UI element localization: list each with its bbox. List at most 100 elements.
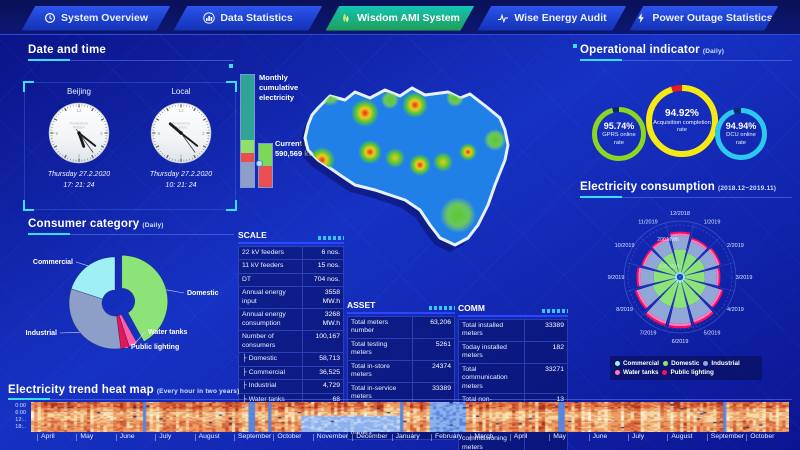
heatmap-month-label: January: [391, 433, 420, 441]
row-label: Today installed meters: [462, 343, 507, 360]
row-value: 3558 MW.h: [301, 287, 343, 309]
consumption-rose-chart: 12/2018 1/2019 2/2019 3/2019 4/2019 5/2019 6/2…: [608, 211, 753, 345]
title-text: Operational indicator: [580, 44, 700, 56]
bar-segment: [241, 153, 254, 163]
svg-text:3: 3: [100, 131, 103, 137]
row-label: Total installed meters: [462, 322, 504, 338]
svg-text:2/2019: 2/2019: [727, 243, 744, 249]
scrollbar-hint: [318, 236, 344, 240]
row-value: 33271: [524, 363, 567, 394]
heatmap-ylabel: 6:00: [15, 410, 26, 416]
svg-text:200 MWh: 200 MWh: [657, 237, 679, 243]
current-load-bar: [258, 143, 273, 188]
row-label: Total in-service meters: [351, 384, 397, 401]
row-label: ├ Commercial: [242, 368, 285, 376]
title-text: Electricity consumption: [580, 181, 715, 193]
svg-text:Powered by: Powered by: [172, 122, 190, 126]
table-row: Total installed meters 33389: [458, 319, 568, 342]
table-row: Today installed meters 182: [458, 341, 568, 364]
svg-text:12: 12: [76, 108, 82, 114]
heatmap-month-label: June: [588, 433, 607, 441]
datetime-panel-title: Date and time: [28, 44, 107, 56]
legend-item: Domestic: [663, 360, 699, 367]
svg-text:7/2019: 7/2019: [640, 330, 657, 336]
clock-datetime-text: Thursday 27.2.2020 10: 21: 24: [131, 170, 231, 191]
bar-segment: [241, 162, 254, 187]
scrollbar-hint: [429, 306, 455, 310]
row-value: 704 nos.: [301, 273, 343, 287]
row-label: Number of consumers: [242, 333, 276, 349]
svg-text:9/2019: 9/2019: [608, 275, 625, 281]
row-label: Annual energy input: [242, 289, 286, 305]
comm-table-header: COMM: [458, 303, 568, 317]
row-value: 24374: [412, 360, 454, 382]
row-label: Total testing meters: [351, 340, 388, 357]
table-row: ├ Commercial 36,525: [238, 366, 344, 381]
svg-text:11/2019: 11/2019: [638, 220, 657, 226]
tab-label: Power Outage Statistics: [652, 12, 773, 24]
clock-beijing: Beijing 12 3 6 9 Powered by Wisdom Thurs…: [29, 83, 129, 191]
table-row: Annual energy input 3558 MW.h: [238, 287, 344, 310]
table-row: Total in-store meters 24374: [347, 360, 455, 383]
clock-datetime-text: Thursday 27.2.2020 17: 21: 24: [29, 170, 129, 191]
lightning-icon: [635, 12, 647, 24]
tab-wisdom-ami-system[interactable]: Wisdom AMI System: [326, 6, 475, 31]
consumption-legend: Commercial Domestic Industrial Water tanks P…: [610, 356, 762, 380]
row-value: 15 nos.: [301, 260, 343, 273]
heatmap-month-label: November: [312, 433, 348, 441]
legend-dot: [615, 361, 620, 366]
gauge-label: GPRS online rate: [602, 132, 636, 146]
tab-system-overview[interactable]: System Overview: [22, 6, 171, 31]
table-row: Total communication meters 33271: [458, 363, 568, 395]
row-value: 58,713: [301, 353, 343, 366]
top-nav: System Overview Data Statistics Wisdom A…: [0, 0, 800, 35]
title-text: Electricity trend heat map: [8, 384, 154, 396]
legend-label: Public lighting: [670, 369, 714, 376]
bar-segment: [241, 75, 254, 140]
svg-text:Public lighting: Public lighting: [131, 344, 179, 351]
table-row: Total meters number 63,206: [347, 316, 455, 339]
table-title: ASSET: [347, 300, 376, 310]
heatmap-month-label: August: [194, 433, 220, 441]
table-row: Total testing meters 5261: [347, 338, 455, 361]
legend-dot: [662, 370, 668, 375]
legend-item: Commercial: [615, 360, 659, 367]
gauge-label: DCU online rate: [726, 132, 756, 146]
svg-text:8/2019: 8/2019: [616, 307, 633, 313]
row-label: ├ Industrial: [242, 382, 277, 390]
corner-accent: [229, 64, 233, 68]
svg-text:Industrial: Industrial: [25, 330, 57, 337]
tab-power-outage-statistics[interactable]: Power Outage Statistics: [630, 6, 779, 31]
datetime-frame: Beijing 12 3 6 9 Powered by Wisdom Thurs…: [23, 81, 237, 211]
tab-wise-energy-audit[interactable]: Wise Energy Audit: [478, 6, 627, 31]
svg-text:5/2019: 5/2019: [704, 330, 721, 336]
row-value: 4,729: [301, 380, 343, 393]
row-label: Total communication meters: [462, 365, 508, 390]
consumer-title-underline: [28, 233, 234, 235]
legend-dot: [703, 361, 709, 366]
tab-label: Data Statistics: [220, 12, 293, 24]
svg-text:Wisdom: Wisdom: [73, 125, 85, 129]
bar-segment: [241, 139, 254, 154]
row-label: Total in-store meters: [351, 362, 390, 379]
tab-data-statistics[interactable]: Data Statistics: [174, 6, 323, 31]
heatmap-ylabel: 18:..: [15, 424, 26, 430]
heatmap-title: Electricity trend heat map (Every hour in…: [8, 384, 239, 396]
monthly-cumulative-label: Monthly cumulative electricity: [259, 73, 299, 102]
row-value: 6 nos.: [301, 247, 343, 260]
heatmap-month-label: July: [628, 433, 644, 441]
svg-text:Powered by: Powered by: [70, 122, 88, 126]
bar-segment: [259, 144, 272, 166]
legend-label: Industrial: [711, 360, 740, 367]
table-row: ├ Domestic 58,713: [238, 353, 344, 367]
clock-local: Local 12 3 6 9 Powered by Wisdom Thursda…: [131, 83, 231, 191]
heatmap-month-label: April: [509, 433, 527, 441]
row-value: 182: [524, 341, 567, 363]
legend-item: Water tanks: [615, 369, 658, 376]
tab-label: Wisdom AMI System: [357, 12, 460, 24]
svg-text:6/2019: 6/2019: [672, 339, 689, 345]
heatmap-month-label: August: [667, 433, 693, 441]
row-value: 33389: [524, 320, 567, 341]
frame-corner: [226, 81, 237, 92]
